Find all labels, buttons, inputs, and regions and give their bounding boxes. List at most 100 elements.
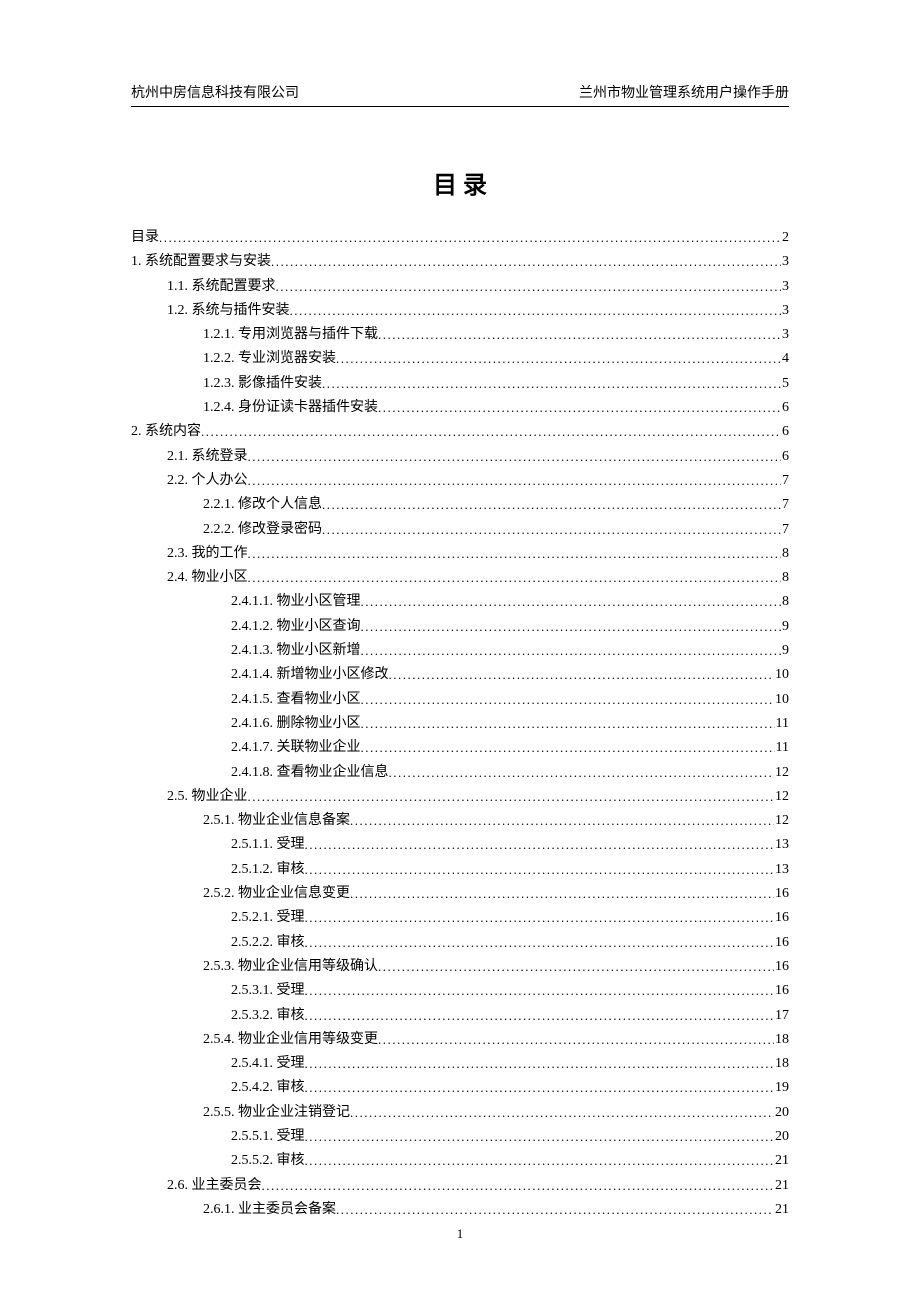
toc-label: 1.2.2. 专业浏览器安装	[203, 352, 336, 366]
toc-page-number: 16	[774, 911, 789, 925]
toc-entry[interactable]: 2.4. 物业小区8	[131, 570, 789, 585]
toc-leader-dots	[248, 450, 782, 463]
toc-label: 1. 系统配置要求与安装	[131, 255, 271, 269]
toc-entry[interactable]: 2.4.1.5. 查看物业小区10	[131, 692, 789, 707]
toc-entry[interactable]: 2.5.2.1. 受理 16	[131, 910, 789, 925]
toc-entry[interactable]: 目录 2	[131, 230, 789, 245]
toc-entry[interactable]: 1.2.2. 专业浏览器安装4	[131, 351, 789, 366]
toc-entry[interactable]: 2.5.3. 物业企业信用等级确认16	[131, 959, 789, 974]
toc-page-number: 10	[774, 668, 789, 682]
toc-label: 2.4.1.1. 物业小区管理	[231, 595, 361, 609]
toc-page-number: 21	[774, 1179, 789, 1193]
toc-page-number: 10	[774, 693, 789, 707]
toc-entry[interactable]: 2.5.5.2. 审核 21	[131, 1153, 789, 1168]
toc-leader-dots	[336, 1203, 774, 1216]
toc-page-number: 6	[781, 450, 789, 464]
toc-leader-dots	[271, 255, 781, 268]
toc-leader-dots	[305, 984, 775, 997]
toc-entry[interactable]: 2.2.1. 修改个人信息7	[131, 497, 789, 512]
toc-entry[interactable]: 1.2. 系统与插件安装3	[131, 303, 789, 318]
toc-entry[interactable]: 1.2.3. 影像插件安装5	[131, 376, 789, 391]
toc-label: 2.1. 系统登录	[167, 450, 248, 464]
toc-leader-dots	[361, 620, 782, 633]
toc-entry[interactable]: 2.4.1.1. 物业小区管理 8	[131, 594, 789, 609]
toc-leader-dots	[305, 1081, 775, 1094]
toc-leader-dots	[378, 960, 774, 973]
toc-leader-dots	[350, 1106, 774, 1119]
toc-page-number: 16	[774, 984, 789, 998]
toc-entry[interactable]: 2.5.2.2. 审核16	[131, 935, 789, 950]
toc-label: 2.3. 我的工作	[167, 547, 248, 561]
toc-entry[interactable]: 2.6. 业主委员会21	[131, 1178, 789, 1193]
toc-label: 2.5.5.2. 审核	[231, 1154, 305, 1168]
toc-page-number: 13	[774, 863, 789, 877]
toc-entry[interactable]: 2.5.3.2. 审核17	[131, 1008, 789, 1023]
toc-entry[interactable]: 2.6.1. 业主委员会备案21	[131, 1202, 789, 1217]
toc-page-number: 18	[774, 1033, 789, 1047]
toc-entry[interactable]: 1. 系统配置要求与安装 3	[131, 254, 789, 269]
toc-entry[interactable]: 2. 系统内容6	[131, 424, 789, 439]
toc-page-number: 21	[774, 1154, 789, 1168]
toc-entry[interactable]: 2.4.1.4. 新增物业小区修改10	[131, 667, 789, 682]
toc-label: 2.4.1.7. 关联物业企业	[231, 741, 361, 755]
toc-page-number: 12	[774, 814, 789, 828]
toc-entry[interactable]: 2.2. 个人办公7	[131, 473, 789, 488]
toc-leader-dots	[361, 595, 782, 608]
toc-entry[interactable]: 2.4.1.3. 物业小区新增9	[131, 643, 789, 658]
toc-page-number: 13	[774, 838, 789, 852]
toc-leader-dots	[378, 328, 781, 341]
toc-entry[interactable]: 2.5. 物业企业12	[131, 789, 789, 804]
toc-page-number: 2	[781, 231, 789, 245]
toc-leader-dots	[361, 741, 775, 754]
toc-leader-dots	[305, 838, 775, 851]
toc-entry[interactable]: 2.4.1.2. 物业小区查询9	[131, 619, 789, 634]
toc-entry[interactable]: 1.2.4. 身份证读卡器插件安装6	[131, 400, 789, 415]
toc-leader-dots	[290, 304, 782, 317]
header-manual-title: 兰州市物业管理系统用户操作手册	[579, 82, 789, 102]
page-number: 1	[0, 1226, 920, 1242]
toc-entry[interactable]: 2.5.1.2. 审核13	[131, 862, 789, 877]
toc-label: 目录	[131, 231, 159, 245]
toc-entry[interactable]: 2.5.4.1. 受理18	[131, 1056, 789, 1071]
toc-entry[interactable]: 1.1. 系统配置要求3	[131, 279, 789, 294]
toc-page-number: 3	[781, 280, 789, 294]
toc-entry[interactable]: 2.5.5. 物业企业注销登记20	[131, 1105, 789, 1120]
toc-page-number: 18	[774, 1057, 789, 1071]
toc-label: 2.5.2.2. 审核	[231, 936, 305, 950]
toc-entry[interactable]: 2.5.2. 物业企业信息变更16	[131, 886, 789, 901]
toc-entry[interactable]: 2.4.1.6. 删除物业小区11	[131, 716, 789, 731]
toc-page-number: 8	[781, 571, 789, 585]
toc-title: 目 录	[131, 165, 789, 200]
toc-label: 2.5.5.1. 受理	[231, 1130, 305, 1144]
toc-page-number: 3	[781, 255, 789, 269]
toc-leader-dots	[262, 1179, 775, 1192]
toc-entry[interactable]: 1.2.1. 专用浏览器与插件下载3	[131, 327, 789, 342]
toc-page-number: 6	[781, 401, 789, 415]
toc-entry[interactable]: 2.5.3.1. 受理 16	[131, 983, 789, 998]
toc-entry[interactable]: 2.5.1.1. 受理13	[131, 837, 789, 852]
toc-label: 2.5.3.1. 受理	[231, 984, 305, 998]
toc-leader-dots	[201, 425, 781, 438]
toc-page-number: 8	[781, 595, 789, 609]
toc-entry[interactable]: 2.5.4.2. 审核19	[131, 1080, 789, 1095]
toc-entry[interactable]: 2.5.1. 物业企业信息备案12	[131, 813, 789, 828]
toc-entry[interactable]: 2.4.1.8. 查看物业企业信息12	[131, 765, 789, 780]
toc-label: 2.4.1.8. 查看物业企业信息	[231, 766, 389, 780]
toc-label: 2.5.4. 物业企业信用等级变更	[203, 1033, 378, 1047]
toc-entry[interactable]: 2.5.5.1. 受理20	[131, 1129, 789, 1144]
toc-label: 2.2.1. 修改个人信息	[203, 498, 322, 512]
toc-page-number: 3	[781, 304, 789, 318]
toc-leader-dots	[305, 1130, 775, 1143]
toc-entry[interactable]: 2.4.1.7. 关联物业企业11	[131, 740, 789, 755]
toc-leader-dots	[361, 693, 775, 706]
toc-leader-dots	[378, 401, 781, 414]
toc-entry[interactable]: 2.2.2. 修改登录密码7	[131, 522, 789, 537]
toc-page-number: 11	[775, 717, 789, 731]
toc-leader-dots	[361, 644, 782, 657]
toc-entry[interactable]: 2.1. 系统登录 6	[131, 449, 789, 464]
toc-leader-dots	[361, 717, 775, 730]
toc-label: 2.5.2.1. 受理	[231, 911, 305, 925]
toc-entry[interactable]: 2.3. 我的工作8	[131, 546, 789, 561]
toc-leader-dots	[389, 668, 775, 681]
toc-entry[interactable]: 2.5.4. 物业企业信用等级变更 18	[131, 1032, 789, 1047]
